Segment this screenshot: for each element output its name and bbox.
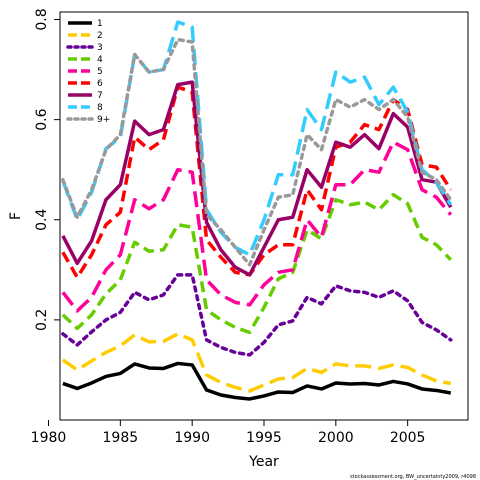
series-line-6 [61, 85, 453, 280]
footnote: stockassessment.org, BW_uncertainty2009,… [350, 474, 476, 480]
y-tick-label: 0.2 [34, 309, 50, 331]
x-tick-label: 1990 [174, 430, 210, 446]
x-tick-label: 1980 [31, 430, 67, 446]
x-tick-label: 1985 [103, 430, 139, 446]
x-tick-label: 2000 [318, 430, 354, 446]
series-layer [61, 20, 453, 401]
legend-label-9: 9+ [97, 115, 110, 125]
series-line-3 [61, 273, 453, 357]
legend-label-7: 7 [97, 91, 103, 101]
legend-label-6: 6 [97, 79, 103, 89]
legend-label-1: 1 [97, 19, 103, 29]
y-axis-title: F [8, 212, 24, 220]
y-tick-label: 0.8 [34, 8, 50, 30]
series-line-2 [61, 332, 452, 393]
y-tick-label: 0.6 [34, 108, 50, 130]
legend-label-2: 2 [97, 31, 103, 41]
x-tick-label: 2005 [390, 430, 426, 446]
legend-label-4: 4 [97, 55, 103, 65]
legend: 1 2 3 4 5 6 7 8 9+ [66, 19, 110, 125]
axes-layer: 1980 1985 1990 1995 2000 2005 0.2 0.4 0.6 0.8 [31, 8, 426, 446]
series-line-7 [61, 80, 453, 277]
legend-label-3: 3 [97, 43, 103, 53]
x-tick-label: 1995 [246, 430, 282, 446]
series-line-5 [61, 140, 453, 313]
series-line-1 [62, 361, 452, 401]
series-line-9 [61, 37, 453, 267]
legend-label-5: 5 [97, 67, 103, 77]
x-axis-title: Year [248, 454, 279, 470]
y-tick-label: 0.4 [34, 209, 50, 231]
series-line-8 [61, 20, 453, 257]
legend-label-8: 8 [97, 103, 103, 113]
series-line-4 [61, 192, 453, 335]
